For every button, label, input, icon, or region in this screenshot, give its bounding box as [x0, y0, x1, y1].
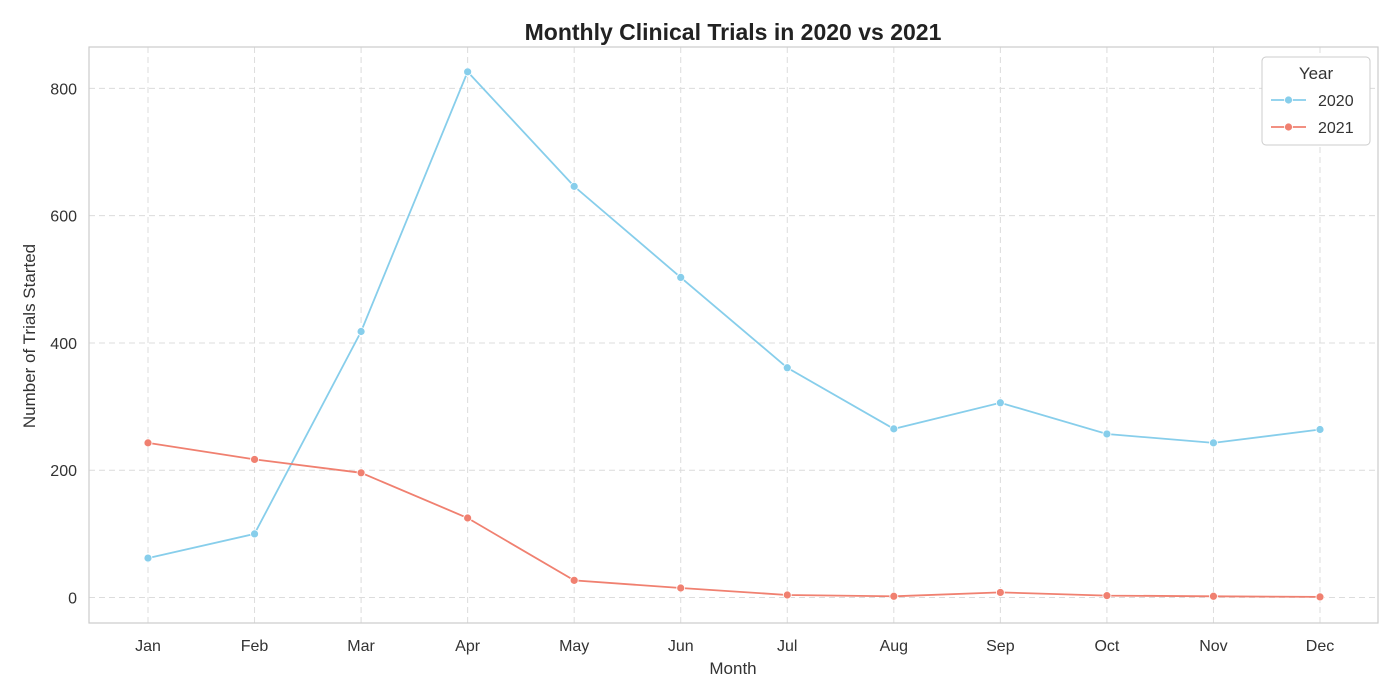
legend-title: Year: [1299, 64, 1334, 83]
x-tick-label-sep: Sep: [986, 638, 1015, 655]
x-tick-label-feb: Feb: [241, 638, 269, 655]
x-tick-label-jan: Jan: [135, 638, 161, 655]
x-tick-label-aug: Aug: [880, 638, 908, 655]
data-point-2021-may: [569, 575, 579, 585]
series-2020: [143, 67, 1325, 563]
legend-marker-2021: [1284, 122, 1293, 132]
data-point-2020-mar: [356, 327, 366, 336]
y-tick-label-400: 400: [50, 336, 77, 353]
data-point-2020-may: [569, 181, 579, 191]
x-tick-label-nov: Nov: [1199, 638, 1227, 655]
series: [143, 67, 1325, 602]
data-point-2021-feb: [250, 455, 259, 464]
legend-marker-2020: [1284, 95, 1293, 105]
data-point-2021-dec: [1315, 592, 1325, 602]
data-point-2021-jun: [676, 583, 686, 593]
data-point-2020-apr: [463, 67, 473, 77]
data-point-2021-nov: [1209, 591, 1218, 601]
x-axis-ticks: Jan Feb Mar Apr May Jun Jul Aug Sep Oct Nov Dec: [135, 638, 1334, 655]
data-point-2020-jun: [676, 272, 686, 282]
x-tick-label-jun: Jun: [668, 638, 694, 655]
x-axis-label: Month: [709, 659, 756, 678]
y-tick-label-800: 800: [50, 81, 77, 98]
data-point-2021-apr: [463, 513, 473, 523]
legend-label-2021: 2021: [1318, 120, 1354, 137]
data-point-2021-mar: [356, 468, 366, 478]
y-tick-label-0: 0: [68, 591, 77, 608]
data-point-2020-jul: [782, 363, 792, 373]
data-point-2021-jan: [143, 438, 153, 448]
y-tick-label-600: 600: [50, 209, 77, 226]
series-line-2021: [147, 442, 1321, 598]
x-tick-label-dec: Dec: [1306, 638, 1334, 655]
x-tick-label-mar: Mar: [347, 638, 375, 655]
x-tick-label-oct: Oct: [1094, 638, 1119, 655]
legend: Year 2020 2021: [1261, 56, 1371, 146]
y-axis-ticks: 0 200 400 600 800: [50, 81, 77, 607]
data-point-2020-aug: [889, 424, 899, 434]
legend-label-2020: 2020: [1318, 93, 1354, 110]
data-point-2021-aug: [889, 591, 899, 601]
series-2021: [143, 438, 1325, 602]
data-point-2020-jan: [143, 553, 153, 563]
data-point-2020-feb: [250, 529, 259, 539]
data-point-2020-oct: [1102, 429, 1112, 439]
series-line-2020: [147, 70, 1321, 559]
plot-frame: [88, 46, 1379, 624]
y-axis-label: Number of Trials Started: [20, 244, 39, 428]
y-tick-label-200: 200: [50, 463, 77, 480]
data-point-2021-jul: [782, 590, 792, 600]
data-point-2021-sep: [995, 588, 1005, 597]
x-tick-label-may: May: [559, 638, 589, 655]
chart-title: Monthly Clinical Trials in 2020 vs 2021: [525, 19, 942, 45]
x-tick-label-jul: Jul: [777, 638, 797, 655]
x-tick-label-apr: Apr: [455, 638, 481, 655]
grid: [89, 47, 1378, 623]
data-point-2020-dec: [1315, 425, 1325, 434]
data-point-2021-oct: [1102, 591, 1112, 601]
data-point-2020-sep: [995, 398, 1005, 408]
data-point-2020-nov: [1209, 438, 1218, 448]
